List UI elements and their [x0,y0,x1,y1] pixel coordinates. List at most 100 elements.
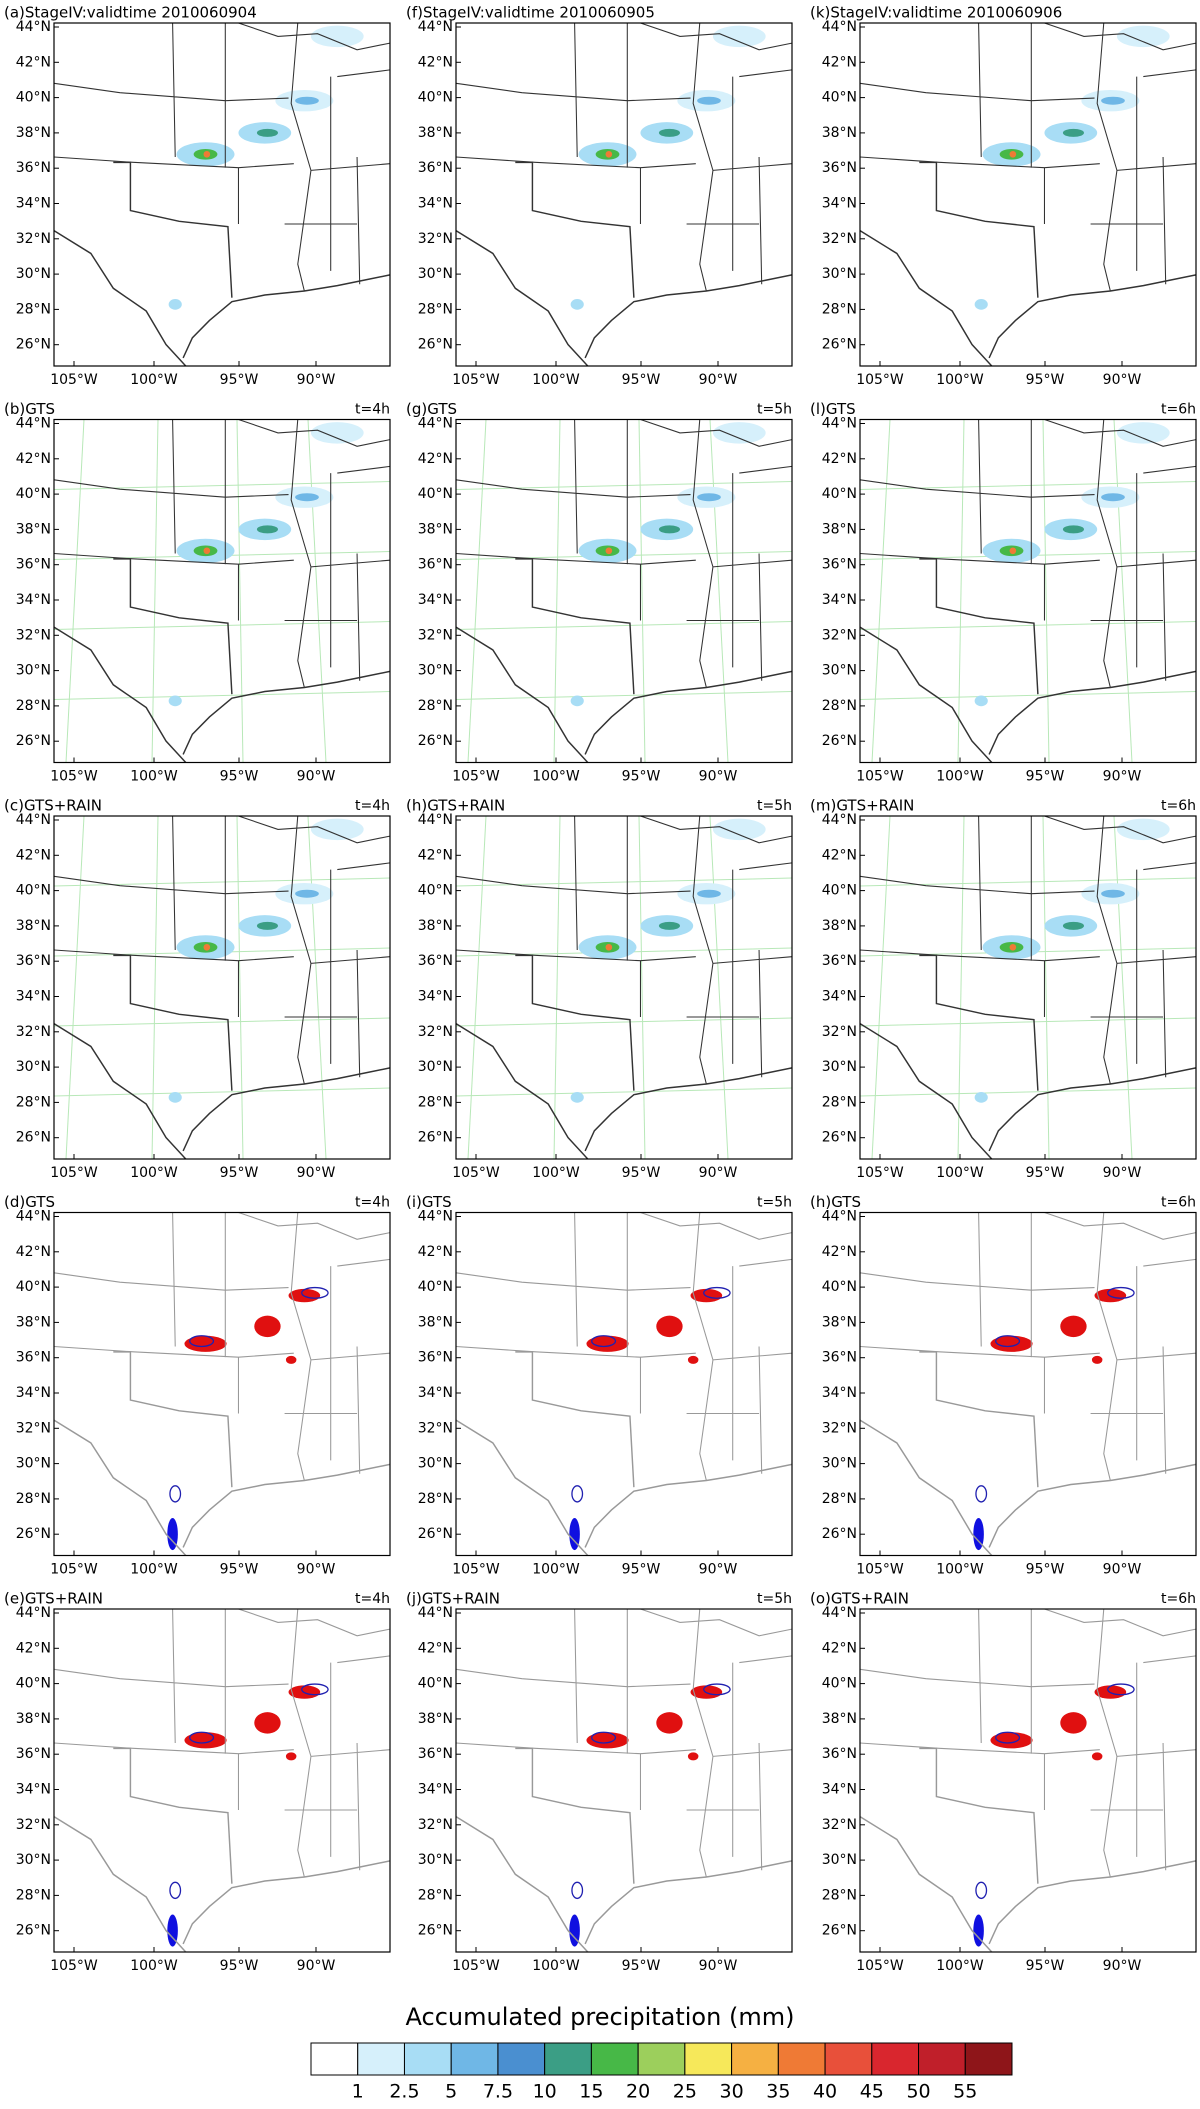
difference-field [568,1286,731,1551]
lat-label: 36°N [418,557,453,573]
lat-label: 28°N [418,1887,453,1903]
colorbar-box [824,2042,873,2076]
graticule [151,815,159,1160]
lat-label: 34°N [822,1385,857,1401]
map-frame [859,1211,1197,1557]
lat-label: 38°N [418,1314,453,1330]
lon-label: 105°W [856,372,904,388]
lat-label: 32°N [16,231,51,247]
graticule [871,419,891,763]
lat-label: 32°N [822,1024,857,1040]
lat-label: 44°N [822,416,857,432]
colorbar-box [310,2042,359,2076]
lat-label: 40°N [418,1279,453,1295]
lon-label: 95°W [220,1165,259,1181]
lon-label: 90°W [297,769,336,785]
lon-label: 100°W [130,1165,178,1181]
map-frame [53,815,391,1160]
lon-label: 95°W [1026,1562,1065,1578]
graticule [307,419,327,763]
lon-label: 105°W [452,1165,500,1181]
lat-label: 30°N [16,663,51,679]
precip-field [168,818,364,1103]
lon-label: 105°W [452,1562,500,1578]
lon-label: 90°W [297,372,336,388]
lon-label: 90°W [1103,1958,1142,1974]
lat-label: 26°N [822,337,857,353]
lat-label: 26°N [16,1923,51,1939]
lon-label: 100°W [936,769,984,785]
lon-label: 100°W [936,1165,984,1181]
lon-label: 95°W [1026,372,1065,388]
lat-label: 32°N [822,1420,857,1436]
colorbar-box [497,2042,546,2076]
lat-label: 32°N [418,627,453,643]
precip-field [168,25,364,310]
lat-label: 32°N [822,231,857,247]
panel-grid: (a)StageIV:validtime 201006090444°N42°N4… [4,4,1197,1974]
panel-title: (m)GTS+RAIN [810,797,914,815]
state-borders [860,816,1196,1159]
lon-label: 100°W [532,769,580,785]
lat-label: 34°N [418,592,453,608]
lon-label: 95°W [622,769,661,785]
lat-label: 40°N [418,90,453,106]
graticule [455,621,793,630]
lat-label: 34°N [16,989,51,1005]
lat-label: 28°N [822,1887,857,1903]
graticule [859,1017,1197,1027]
lat-label: 32°N [822,627,857,643]
state-borders [860,1609,1196,1952]
map-panel: (h)GTS t=6h 44°N 42°N 40°N 38°N 36°N 34°N 32°N 30… [810,1193,1197,1578]
lat-label: 32°N [418,1817,453,1833]
colorbar-box [450,2042,499,2076]
lon-label: 105°W [856,1958,904,1974]
lat-label: 28°N [418,1491,453,1507]
lat-label: 32°N [418,231,453,247]
lat-label: 34°N [418,989,453,1005]
graticule [709,419,729,763]
lat-label: 42°N [418,451,453,467]
lat-label: 44°N [822,812,857,828]
graticule [1042,815,1050,1160]
lon-label: 95°W [622,372,661,388]
lat-label: 36°N [418,1746,453,1762]
state-borders [860,419,1196,763]
lat-label: 42°N [418,1244,453,1260]
state-borders [456,23,792,366]
lat-label: 38°N [822,1711,857,1727]
difference-field [166,1683,329,1948]
lat-label: 42°N [418,847,453,863]
panel-time: t=6h [1161,1195,1196,1211]
lon-label: 100°W [532,1958,580,1974]
lat-label: 40°N [822,90,857,106]
lat-label: 32°N [418,1420,453,1436]
lat-label: 30°N [418,1456,453,1472]
colorbar: Accumulated precipitation (mm) 1 2.5 5 7.5 1… [310,2003,1013,2103]
lon-label: 95°W [220,1958,259,1974]
lat-label: 28°N [16,1094,51,1110]
lat-label: 36°N [822,160,857,176]
lat-label: 26°N [822,1923,857,1939]
lon-label: 90°W [297,1165,336,1181]
lon-label: 95°W [220,1562,259,1578]
graticule [1042,419,1050,763]
colorbar-box [684,2042,733,2076]
lon-label: 90°W [1103,1165,1142,1181]
lon-label: 100°W [936,372,984,388]
lat-label: 42°N [16,1640,51,1656]
lon-label: 90°W [297,1562,336,1578]
panel-title: (i)GTS [406,1193,452,1211]
panel-time: t=4h [355,1195,390,1211]
lat-label: 40°N [16,486,51,502]
colorbar-label: 1 [352,2081,364,2103]
lat-label: 34°N [822,989,857,1005]
lat-label: 26°N [16,733,51,749]
colorbar-box [964,2042,1013,2076]
graticule [1113,815,1133,1160]
lat-label: 44°N [16,1209,51,1225]
lat-label: 44°N [16,19,51,35]
lat-label: 36°N [418,1350,453,1366]
